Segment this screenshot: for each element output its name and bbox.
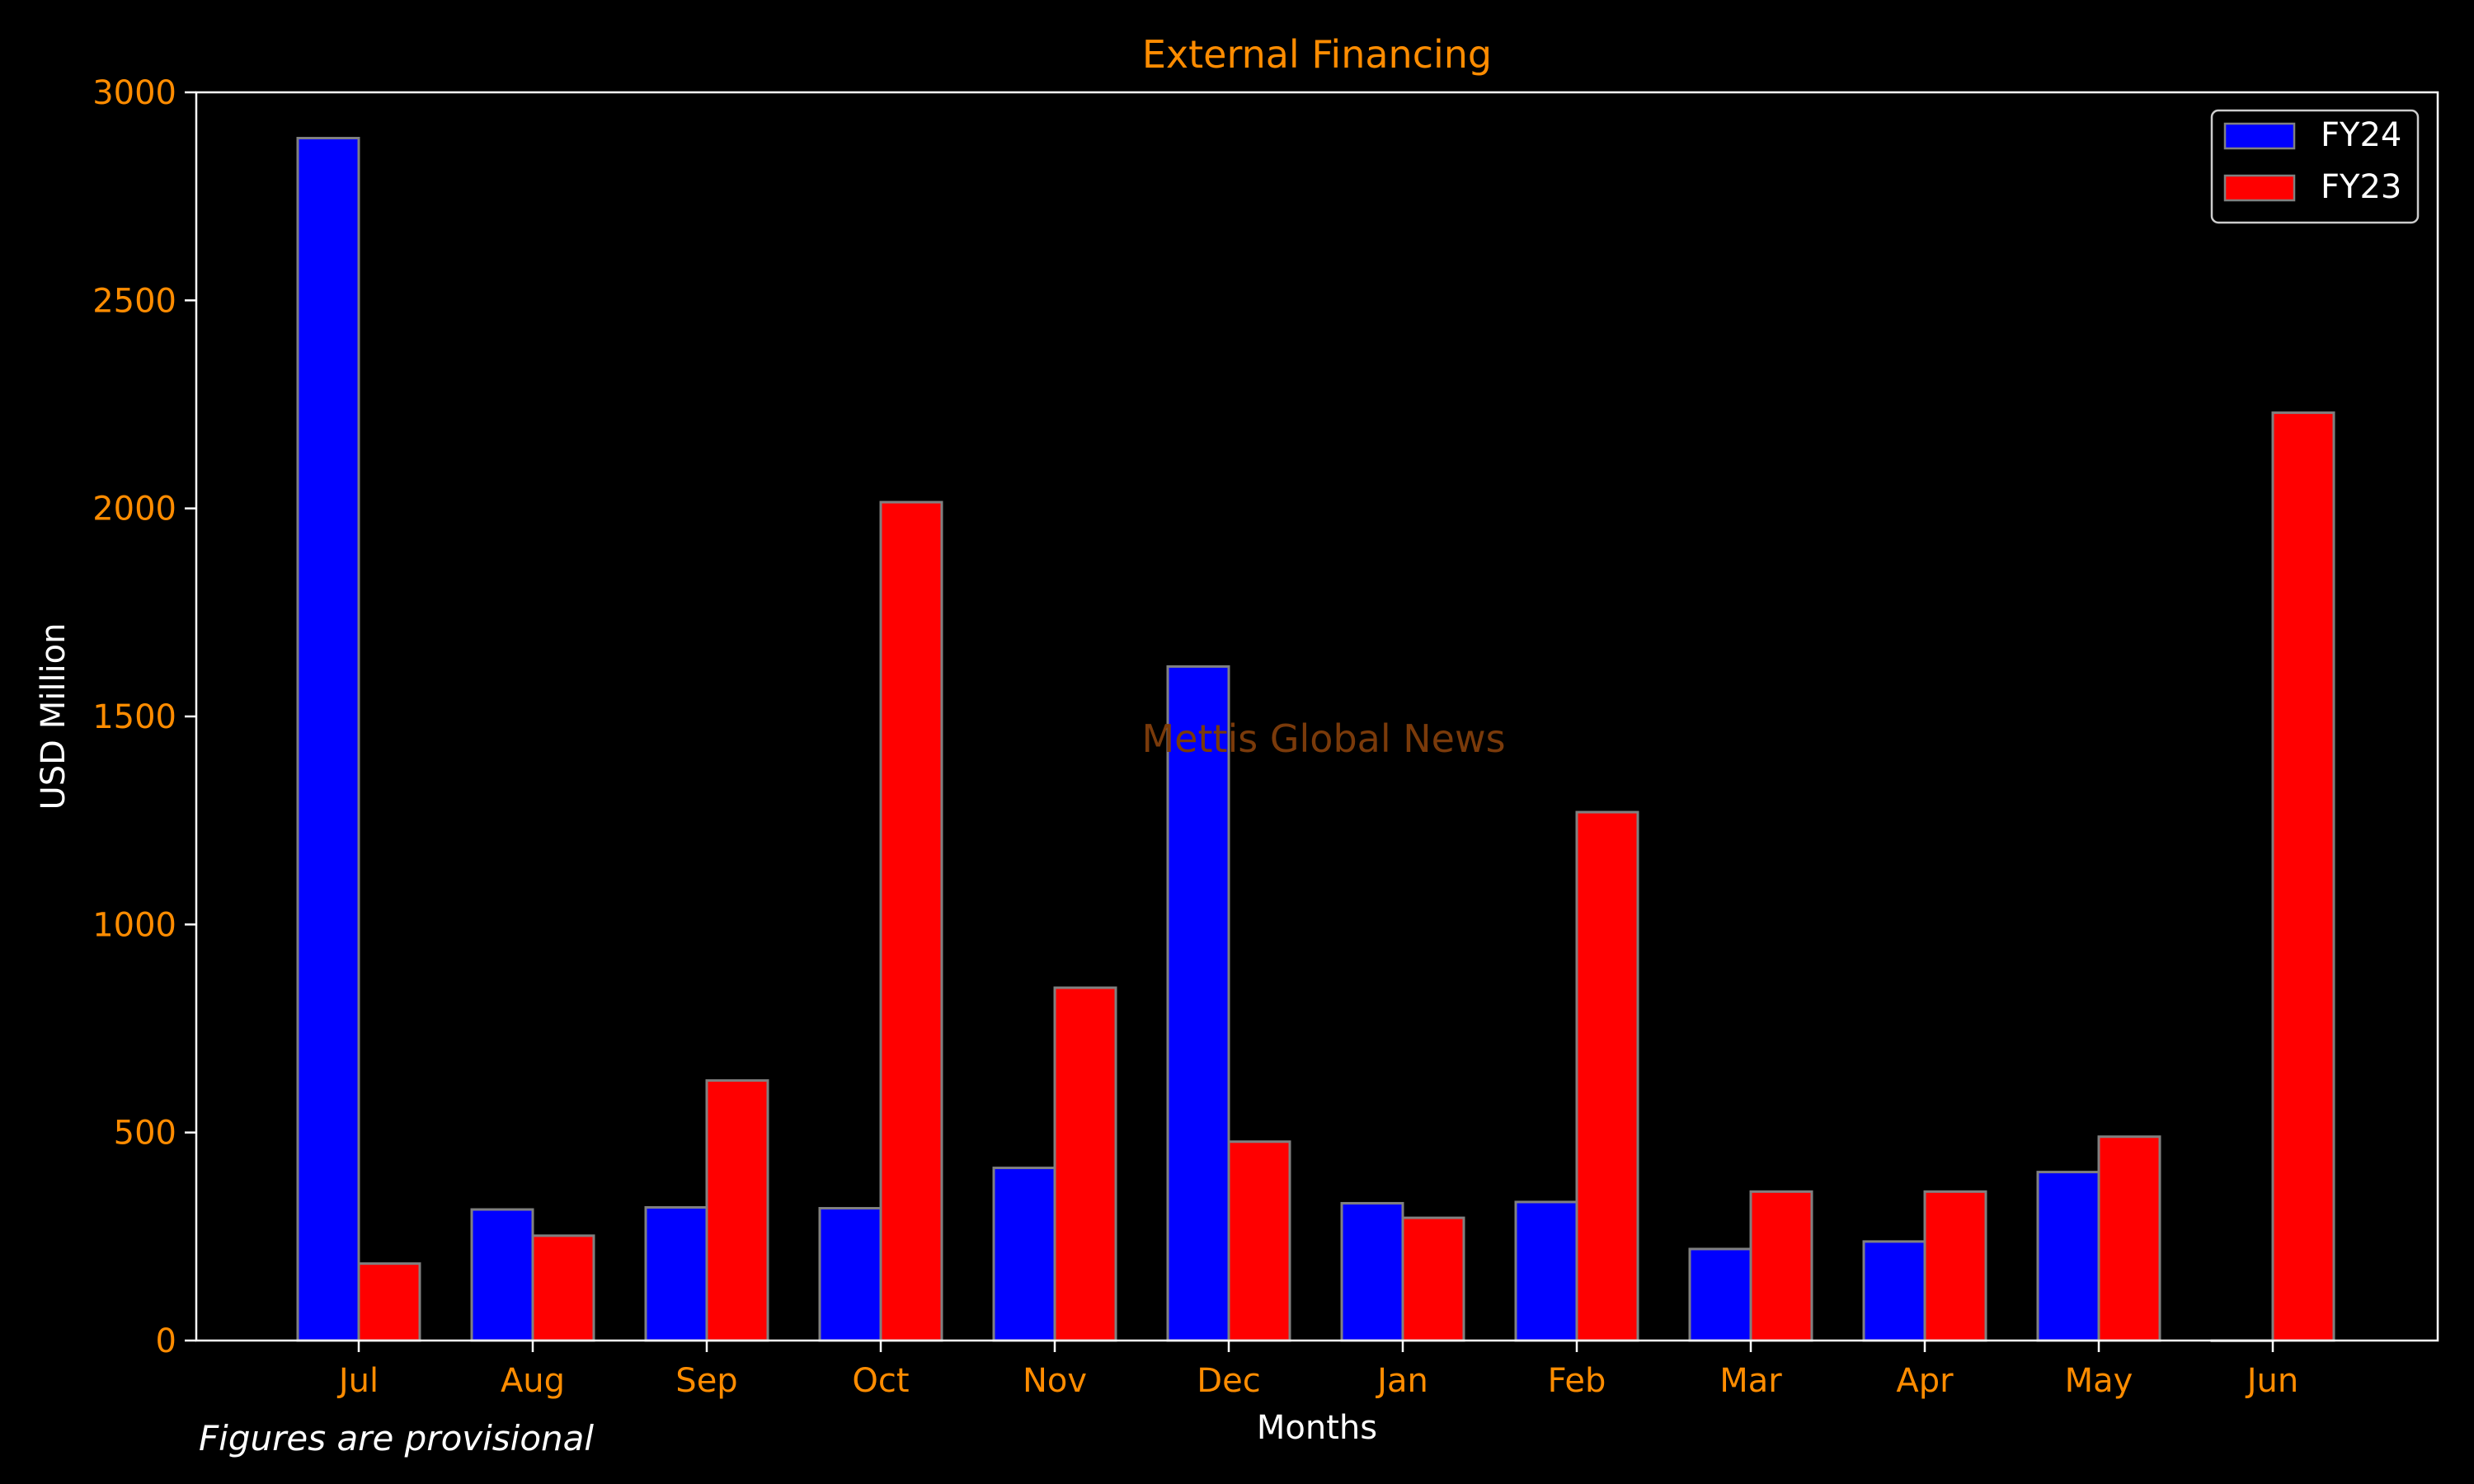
x-axis-label: Months <box>1257 1409 1377 1447</box>
footnote: Figures are provisional <box>199 1418 595 1458</box>
bar-fy24-dec <box>1166 665 1230 1342</box>
bar-fy23-dec <box>1227 1140 1291 1342</box>
bars <box>296 137 2335 1342</box>
y-tick-label: 0 <box>156 1322 176 1360</box>
legend-label-fy24: FY24 <box>2321 116 2401 154</box>
y-tick-label: 3000 <box>92 74 176 112</box>
bar-fy24-apr <box>1862 1240 1926 1342</box>
legend-label-fy23: FY23 <box>2321 168 2401 206</box>
x-axis-ticks: Jul Aug Sep Oct Nov Dec Jan Feb Mar Apr May Jun <box>336 1341 2298 1400</box>
x-tick-label: May <box>2065 1362 2133 1400</box>
bar-fy23-jul <box>357 1262 421 1342</box>
plot-frame <box>195 91 2439 1342</box>
legend-swatch-fy23 <box>2223 174 2296 202</box>
bar-fy24-may <box>2036 1171 2100 1342</box>
bar-fy23-jan <box>1401 1216 1465 1342</box>
y-axis-ticks: 0 500 1000 1500 2000 2500 3000 <box>92 74 196 1360</box>
x-tick-label: Aug <box>501 1362 565 1400</box>
x-tick-label: Nov <box>1023 1362 1087 1400</box>
y-tick-label: 2500 <box>92 282 176 320</box>
bar-fy23-nov <box>1053 986 1117 1342</box>
x-tick-label: Mar <box>1719 1362 1782 1400</box>
bar-fy23-jun <box>2271 411 2335 1342</box>
y-axis-label: USD Million <box>35 623 73 810</box>
bar-fy23-sep <box>705 1079 769 1342</box>
bar-fy23-aug <box>531 1234 595 1342</box>
bar-fy24-sep <box>644 1206 708 1342</box>
bar-fy24-jul <box>296 137 360 1342</box>
legend: FY24 FY23 <box>2210 109 2420 224</box>
bar-fy23-may <box>2097 1135 2161 1342</box>
x-tick-label: Jun <box>2245 1362 2299 1400</box>
y-tick-label: 1000 <box>92 906 176 944</box>
legend-swatch-fy24 <box>2223 122 2296 150</box>
y-tick-label: 500 <box>114 1115 176 1153</box>
bar-fy24-mar <box>1688 1247 1752 1342</box>
bar-fy24-oct <box>818 1207 882 1342</box>
y-tick-label: 1500 <box>92 698 176 736</box>
bar-fy24-feb <box>1514 1200 1578 1342</box>
bar-fy23-feb <box>1575 810 1639 1342</box>
bar-fy24-jan <box>1340 1201 1404 1342</box>
x-tick-label: Sep <box>675 1362 737 1400</box>
bar-fy24-nov <box>992 1167 1056 1342</box>
bar-fy23-apr <box>1923 1190 1987 1342</box>
watermark: Mettis Global News <box>1141 716 1505 761</box>
x-tick-label: Jul <box>336 1362 379 1400</box>
x-tick-label: Dec <box>1197 1362 1260 1400</box>
x-tick-label: Apr <box>1896 1362 1954 1400</box>
bar-fy24-aug <box>470 1208 534 1342</box>
bar-fy23-mar <box>1749 1190 1813 1342</box>
bar-fy23-oct <box>879 500 943 1342</box>
chart-title: External Financing <box>1142 32 1492 77</box>
x-tick-label: Feb <box>1548 1362 1606 1400</box>
x-tick-label: Oct <box>852 1362 909 1400</box>
y-tick-label: 2000 <box>92 491 176 528</box>
x-tick-label: Jan <box>1375 1362 1428 1400</box>
